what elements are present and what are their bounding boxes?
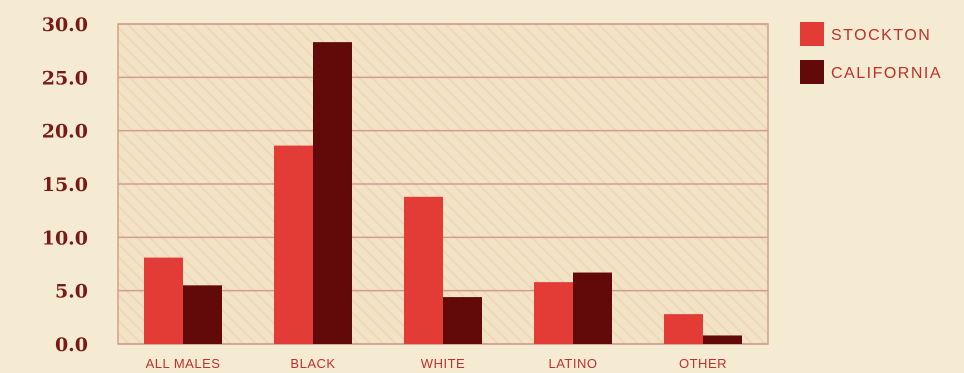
x-tick-label: ALL MALES <box>146 356 221 371</box>
y-tick-label: 15.0 <box>42 174 88 196</box>
bar-stockton-other <box>664 314 703 344</box>
y-tick-label: 25.0 <box>42 67 88 89</box>
bars <box>144 42 742 345</box>
y-tick-label: 30.0 <box>42 14 88 36</box>
y-tick-label: 5.0 <box>55 281 88 303</box>
y-tick-label: 0.0 <box>55 334 88 356</box>
gridlines <box>118 23 768 345</box>
legend-swatch <box>800 22 824 46</box>
x-tick-label: LATINO <box>549 356 598 371</box>
x-axis-ticks: ALL MALES BLACK WHITE LATINO OTHER <box>146 356 727 371</box>
bar-california-all-males <box>183 285 222 344</box>
bar-california-white <box>443 297 482 344</box>
legend-swatch <box>800 60 824 84</box>
x-tick-label: BLACK <box>290 356 335 371</box>
bar-california-latino <box>573 272 612 344</box>
bar-california-black <box>313 42 352 345</box>
legend-label: STOCKTON <box>831 27 931 44</box>
y-tick-label: 10.0 <box>42 227 88 249</box>
legend: STOCKTON CALIFORNIA <box>800 22 942 84</box>
x-tick-label: WHITE <box>421 356 465 371</box>
bar-california-other <box>703 335 742 344</box>
y-tick-label: 20.0 <box>42 121 88 143</box>
bar-stockton-all-males <box>144 257 183 344</box>
bar-stockton-white <box>404 196 443 344</box>
legend-label: CALIFORNIA <box>831 65 942 82</box>
bar-stockton-latino <box>534 282 573 344</box>
y-axis-ticks: 0.0 5.0 10.0 15.0 20.0 25.0 30.0 <box>42 14 88 356</box>
bar-stockton-black <box>274 145 313 344</box>
x-tick-label: OTHER <box>679 356 727 371</box>
